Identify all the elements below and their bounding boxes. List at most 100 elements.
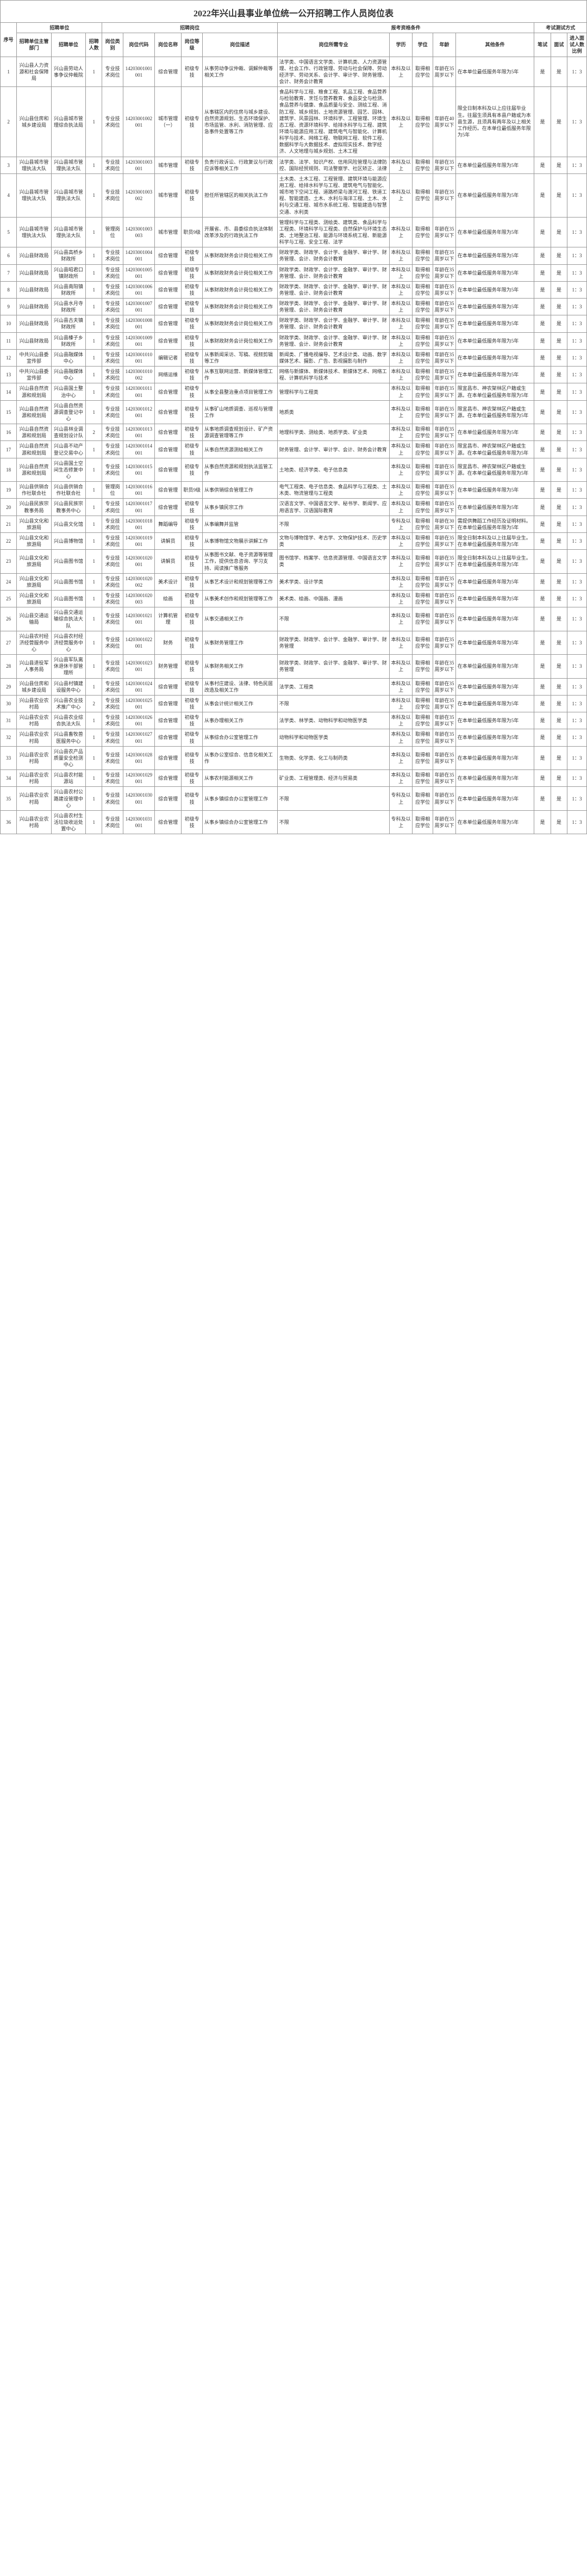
cell-int: 是 (551, 458, 567, 481)
cell-type: 专业技术岗位 (102, 550, 123, 573)
cell-num: 1 (86, 157, 102, 173)
h-grade: 岗位等级 (182, 33, 203, 57)
cell-oth: 在本单位最低服务年限为5年 (455, 217, 534, 247)
cell-code: 14203001023001 (123, 655, 154, 678)
cell-age: 年龄在35周岁以下 (433, 383, 455, 400)
cell-edu: 本科及以上 (390, 550, 412, 573)
cell-type: 管理岗位 (102, 217, 123, 247)
cell-type: 专业技术岗位 (102, 424, 123, 441)
cell-type: 专业技术岗位 (102, 678, 123, 695)
cell-num: 2 (86, 424, 102, 441)
cell-dept1: 兴山县文化和旅游局 (17, 516, 51, 532)
cell-type: 专业技术岗位 (102, 729, 123, 746)
cell-num: 1 (86, 281, 102, 298)
cell-idx: 9 (1, 299, 17, 315)
cell-deg: 取得相应学位 (412, 631, 433, 654)
cell-age: 年龄在35周岁以下 (433, 424, 455, 441)
cell-deg: 取得相应学位 (412, 264, 433, 281)
cell-type: 专业技术岗位 (102, 533, 123, 550)
h-group1: 招聘单位 (17, 23, 102, 33)
cell-edu: 本科及以上 (390, 383, 412, 400)
cell-dept2: 兴山县图书馆 (51, 590, 85, 607)
cell-name: 综合管理 (154, 441, 182, 458)
cell-deg: 取得相应学位 (412, 590, 433, 607)
cell-exam: 是 (534, 173, 551, 217)
cell-code: 14203001007001 (123, 299, 154, 315)
cell-type: 专业技术岗位 (102, 607, 123, 631)
cell-oth: 在本单位最低服务年限为5年 (455, 678, 534, 695)
cell-num: 1 (86, 746, 102, 769)
cell-edu: 本科及以上 (390, 458, 412, 481)
cell-oth: 在本单位最低服务年限为5年 (455, 157, 534, 173)
table-row: 35兴山县农业农村局兴山县农村公路建设管理中心1专业技术岗位1420300103… (1, 787, 587, 810)
cell-edu: 本科及以上 (390, 400, 412, 424)
cell-code: 14203001028001 (123, 746, 154, 769)
cell-ratio: 1：3 (567, 315, 587, 332)
table-row: 20兴山县民族宗教事务局兴山县民族宗教事务中心1专业技术岗位1420300101… (1, 499, 587, 516)
cell-deg: 取得相应学位 (412, 315, 433, 332)
cell-edu: 专科及以上 (390, 787, 412, 810)
cell-maj: 电气工程类、电子信息类、食品科学与工程类、土木类、物流管理与工程类 (277, 482, 390, 499)
cell-name: 综合管理 (154, 332, 182, 349)
h-group3: 报考资格条件 (277, 23, 534, 33)
cell-age: 年龄在35周岁以下 (433, 729, 455, 746)
cell-ratio: 1：3 (567, 810, 587, 834)
cell-oth: 在本单位最低服务年限为5年 (455, 482, 534, 499)
table-row: 11兴山县财政局兴山县榛子乡财政所1专业技术岗位14203001009001综合… (1, 332, 587, 349)
cell-num: 1 (86, 499, 102, 516)
cell-exam: 是 (534, 746, 551, 769)
cell-num: 1 (86, 57, 102, 87)
cell-num: 1 (86, 247, 102, 264)
cell-type: 专业技术岗位 (102, 516, 123, 532)
cell-ratio: 1：3 (567, 264, 587, 281)
cell-num: 1 (86, 516, 102, 532)
cell-code: 14203001016001 (123, 482, 154, 499)
cell-name: 综合管理 (154, 281, 182, 298)
table-row: 17兴山县自然资源和规划局兴山县不动产登记交易中心1专业技术岗位14203001… (1, 441, 587, 458)
cell-exam: 是 (534, 533, 551, 550)
cell-deg: 取得相应学位 (412, 217, 433, 247)
cell-int: 是 (551, 87, 567, 157)
cell-grade: 初级专技 (182, 264, 203, 281)
cell-ratio: 1：3 (567, 87, 587, 157)
cell-int: 是 (551, 173, 567, 217)
cell-deg: 取得相应学位 (412, 729, 433, 746)
cell-maj: 不限 (277, 810, 390, 834)
cell-desc: 从事综合办公室管理工作 (203, 729, 278, 746)
cell-dept2: 兴山县畜牧兽医服务中心 (51, 729, 85, 746)
cell-num: 1 (86, 712, 102, 729)
cell-int: 是 (551, 299, 567, 315)
table-row: 19兴山县供销合作社联合社兴山县供销合作社联合社1管理岗位14203001016… (1, 482, 587, 499)
cell-oth: 在本单位最低服务年限为5年 (455, 332, 534, 349)
cell-age: 年龄在35周岁以下 (433, 695, 455, 712)
cell-int: 是 (551, 400, 567, 424)
cell-desc: 从事村庄建设、法律、特色民居改造及相关工作 (203, 678, 278, 695)
cell-idx: 3 (1, 157, 17, 173)
cell-maj: 财政学类、财政学、会计学、金融学、审计学、财务管理、会计、财务会计教育 (277, 315, 390, 332)
cell-dept1: 中共兴山县委宣传部 (17, 349, 51, 366)
cell-num: 1 (86, 400, 102, 424)
cell-deg: 取得相应学位 (412, 695, 433, 712)
cell-edu: 专科及以上 (390, 516, 412, 532)
cell-code: 14203001026001 (123, 712, 154, 729)
cell-age: 年龄在35周岁以下 (433, 770, 455, 787)
cell-int: 是 (551, 729, 567, 746)
cell-maj: 财务管理、会计学、审计学、会计、财务会计教育 (277, 441, 390, 458)
cell-dept1: 兴山县财政局 (17, 247, 51, 264)
cell-exam: 是 (534, 678, 551, 695)
cell-oth: 在本单位最低服务年限为5年 (455, 281, 534, 298)
cell-desc: 从事自然资源测绘相关工作 (203, 441, 278, 458)
cell-ratio: 1：3 (567, 712, 587, 729)
cell-int: 是 (551, 516, 567, 532)
cell-desc: 从事全县整治重点项目管理工作 (203, 383, 278, 400)
cell-type: 专业技术岗位 (102, 499, 123, 516)
cell-edu: 本科及以上 (390, 87, 412, 157)
h-int: 面试 (551, 33, 567, 57)
cell-dept1: 兴山县农业农村局 (17, 746, 51, 769)
cell-grade: 初级专技 (182, 770, 203, 787)
cell-ratio: 1：3 (567, 631, 587, 654)
cell-idx: 15 (1, 400, 17, 424)
cell-edu: 本科及以上 (390, 217, 412, 247)
cell-deg: 取得相应学位 (412, 550, 433, 573)
cell-age: 年龄在35周岁以下 (433, 367, 455, 383)
